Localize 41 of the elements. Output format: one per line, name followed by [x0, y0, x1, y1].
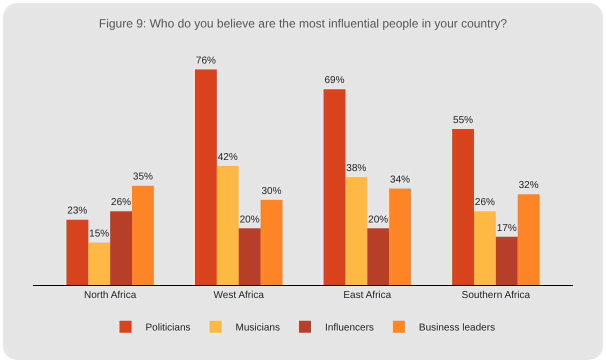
bar [389, 188, 411, 285]
x-tick-label: Southern Africa [462, 290, 530, 301]
legend-label: Musicians [236, 322, 280, 334]
bar [66, 220, 88, 285]
data-label: 23% [67, 206, 88, 217]
bar [496, 236, 518, 285]
bar [238, 228, 261, 285]
chart-title: Figure 9: Who do you believe are the most influential people in your country? [98, 16, 508, 30]
bar [88, 242, 110, 285]
bar [345, 177, 368, 285]
legend-label: Business leaders [418, 322, 496, 334]
data-label: 17% [496, 222, 517, 234]
data-label: 32% [518, 180, 539, 192]
bar [518, 194, 540, 285]
x-tick-label: North Africa [84, 290, 137, 301]
data-label: 30% [261, 186, 282, 197]
bar [132, 186, 154, 285]
bar [110, 211, 132, 285]
bar [474, 211, 496, 285]
data-label: 20% [240, 214, 260, 226]
bar [367, 228, 390, 285]
bar [216, 166, 239, 285]
data-label: 38% [346, 163, 366, 174]
data-label: 34% [390, 174, 410, 186]
data-label: 26% [111, 197, 132, 208]
legend-label: Influencers [325, 322, 374, 334]
legend-label: Politicians [146, 322, 191, 334]
data-label: 15% [89, 228, 110, 240]
x-tick-label: East Africa [343, 290, 392, 301]
data-label: 20% [368, 214, 388, 226]
data-label: 26% [474, 197, 495, 208]
bar [324, 89, 346, 285]
bar [260, 200, 282, 285]
bar [195, 69, 217, 285]
data-label: 69% [324, 75, 345, 86]
data-label: 42% [218, 152, 238, 163]
data-label: 55% [453, 114, 474, 126]
bar [452, 128, 474, 285]
data-label: 76% [196, 55, 216, 66]
x-tick-label: West Africa [214, 290, 264, 301]
data-label: 35% [132, 172, 153, 183]
